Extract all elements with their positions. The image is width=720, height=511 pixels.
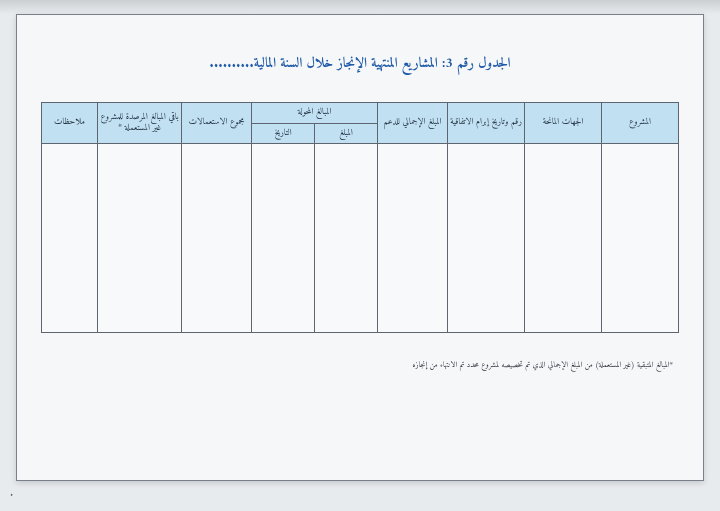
cell-empty <box>602 144 679 333</box>
document-page: الجدول رقم 3: المشاريع المنتهية الإنجاز … <box>16 14 704 481</box>
col-transferred-date: التاريخ <box>252 123 315 144</box>
cell-empty <box>182 144 252 333</box>
corner-mark: . <box>10 486 13 503</box>
col-total-support: المبلغ الإجمالي للدعم <box>378 103 448 144</box>
col-total-uses: مجموع الاستعمالات <box>182 103 252 144</box>
title-dots: .......... <box>209 51 253 76</box>
cell-empty <box>252 144 315 333</box>
col-donors: الجهات المانحة <box>525 103 602 144</box>
cell-empty <box>42 144 98 333</box>
col-notes: ملاحظات <box>42 103 98 144</box>
col-remaining: باقي المبالغ المرصدة للمشروع غير المستعم… <box>98 103 182 144</box>
cell-empty <box>98 144 182 333</box>
col-transferred-amount: المبلغ <box>315 123 378 144</box>
cell-empty <box>315 144 378 333</box>
table-row <box>42 144 679 333</box>
col-transferred: المبالغ المحولة <box>252 103 378 124</box>
cell-empty <box>448 144 525 333</box>
scan-background: الجدول رقم 3: المشاريع المنتهية الإنجاز … <box>0 0 720 511</box>
projects-table: المشروع الجهات المانحة رقم وتاريخ إبرام … <box>41 102 679 333</box>
col-project: المشروع <box>602 103 679 144</box>
cell-empty <box>525 144 602 333</box>
title-text: الجدول رقم 3: المشاريع المنتهية الإنجاز … <box>254 51 511 76</box>
footnote: *المبالغ المتبقية (غير المستعملة) من الم… <box>41 359 679 373</box>
page-title: الجدول رقم 3: المشاريع المنتهية الإنجاز … <box>41 51 679 76</box>
col-agreement: رقم وتاريخ إبرام الاتفاقية <box>448 103 525 144</box>
cell-empty <box>378 144 448 333</box>
